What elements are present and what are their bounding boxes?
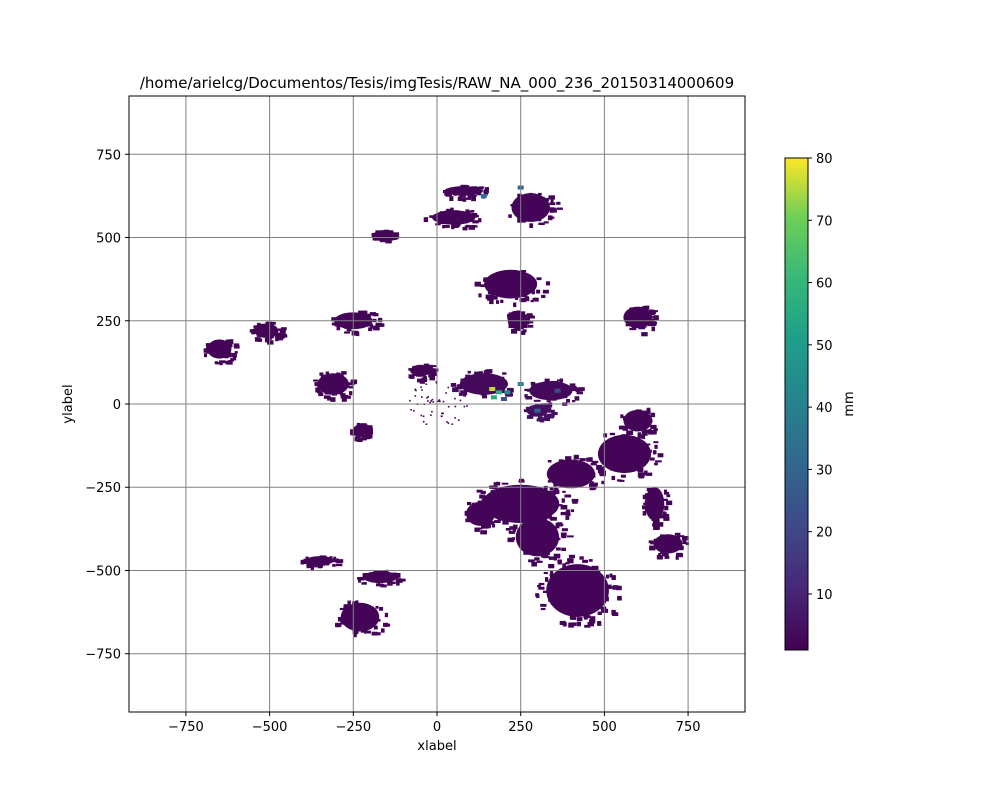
echo-region [474, 269, 551, 308]
high-intensity-cell [504, 390, 511, 395]
high-intensity-cell [490, 395, 497, 400]
high-intensity-cell [500, 397, 507, 402]
y-tick-label: 750 [96, 148, 121, 163]
echo-layer [203, 184, 690, 638]
y-axis-label: ylabel [61, 384, 76, 423]
high-intensity-cell [534, 408, 541, 413]
x-tick-label: 500 [592, 720, 617, 735]
x-tick-label: 750 [676, 720, 701, 735]
colorbar-ticks: 10 20 30 40 50 60 70 80 [808, 152, 833, 603]
echo-region [335, 600, 391, 638]
colorbar-tick-label: 60 [816, 277, 833, 292]
colorbar-tick-label: 50 [816, 339, 833, 354]
y-tick-label: −500 [85, 564, 121, 579]
echo-region [357, 569, 406, 588]
y-tick-label: 500 [96, 232, 121, 247]
colorbar-tick-label: 10 [816, 588, 833, 603]
echo-region [249, 321, 288, 345]
y-tick-label: −750 [85, 648, 121, 663]
echo-region [408, 363, 439, 384]
echo-region [618, 407, 658, 440]
echo-region [507, 310, 535, 335]
plot-area [128, 95, 746, 713]
echo-region [623, 305, 659, 337]
echo-region [524, 378, 585, 408]
x-tick-label: 250 [508, 720, 533, 735]
y-tick-label: 0 [113, 398, 121, 413]
high-intensity-cell [489, 387, 496, 392]
echo-region [443, 184, 489, 202]
echo-region [371, 229, 400, 244]
echo-region [350, 422, 373, 442]
colorbar-label: mm [842, 391, 857, 416]
echo-region [331, 310, 385, 337]
x-tick-label: −750 [168, 720, 204, 735]
echo-region [523, 403, 558, 423]
high-intensity-cell [480, 193, 487, 198]
echo-region [450, 369, 514, 399]
y-tick-label: 250 [96, 315, 121, 330]
echo-region [409, 381, 468, 425]
echo-region [648, 532, 690, 560]
colorbar-tick-label: 20 [816, 526, 833, 541]
x-axis: −750 −500 −250 0 250 500 750 [168, 712, 701, 735]
colorbar-tick-label: 30 [816, 463, 833, 478]
chart-title: /home/arielcg/Documentos/Tesis/imgTesis/… [140, 74, 734, 93]
echo-region [508, 192, 563, 228]
echo-region [313, 371, 358, 402]
echo-region [423, 207, 482, 231]
x-tick-label: 0 [433, 720, 441, 735]
grid-lines [129, 96, 745, 712]
y-tick-label: −250 [85, 481, 121, 496]
echo-region [300, 555, 344, 571]
echo-region [642, 487, 673, 530]
colorbar: 10 20 30 40 50 60 70 80 mm [784, 152, 857, 651]
y-axis: −750 −500 −250 0 250 500 750 [85, 148, 129, 663]
x-tick-label: −250 [335, 720, 371, 735]
x-tick-label: −500 [252, 720, 288, 735]
echo-region [464, 500, 503, 535]
echo-region [590, 430, 664, 482]
high-intensity-cell [554, 388, 561, 393]
x-axis-label: xlabel [417, 739, 456, 754]
echo-region [203, 339, 240, 366]
echo-region [546, 454, 606, 495]
high-intensity-cell [495, 390, 502, 395]
colorbar-tick-label: 70 [816, 214, 833, 229]
echo-region [535, 554, 622, 628]
colorbar-tick-label: 80 [816, 152, 833, 167]
colorbar-tick-label: 40 [816, 401, 833, 416]
colorbar-gradient [784, 157, 809, 651]
